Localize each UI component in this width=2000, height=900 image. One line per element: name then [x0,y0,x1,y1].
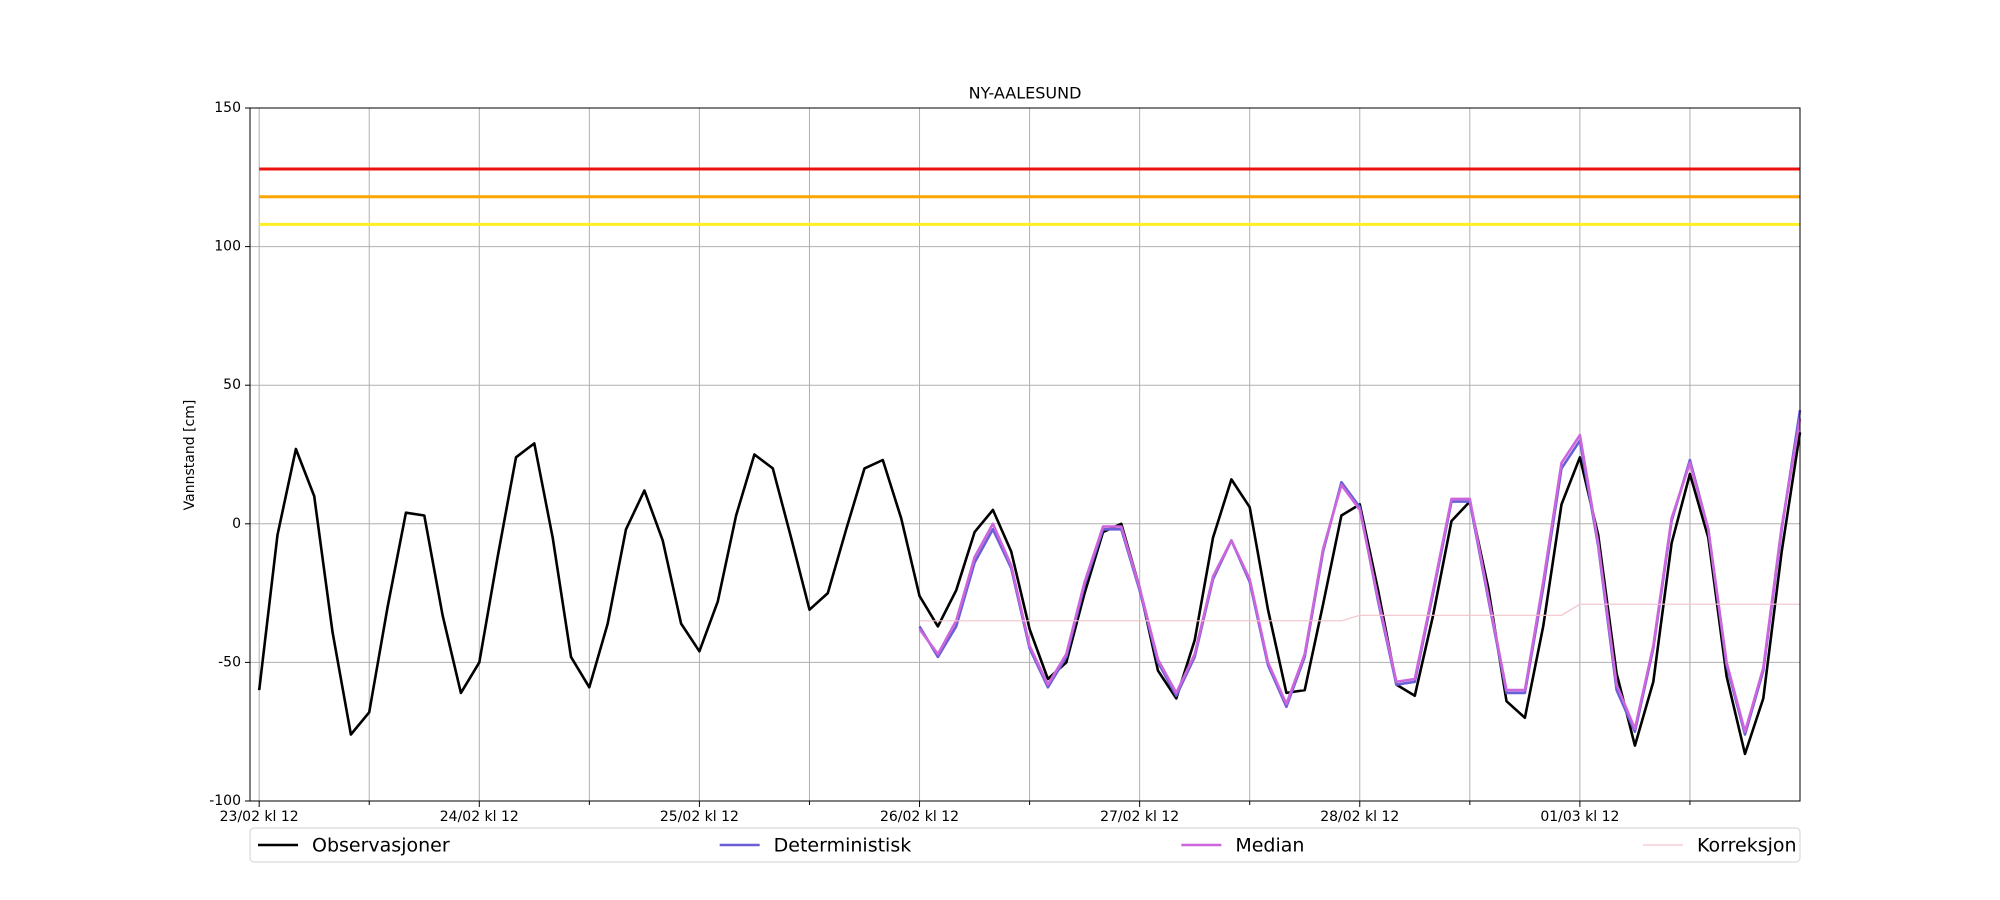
legend-text: Deterministisk [774,835,912,857]
y-axis-label: Vannstand [cm] [182,400,198,511]
series-line [918,418,1802,733]
y-tick-label: -50 [218,654,241,670]
y-tick-label: 0 [232,516,241,532]
x-tick-label: 28/02 kl 12 [1320,809,1399,825]
y-tick-label: -100 [209,793,241,809]
legend-text: Observasjoner [312,835,450,857]
legend-box [249,827,1801,863]
x-tick-label: 01/03 kl 12 [1540,809,1619,825]
x-tick-label: 23/02 kl 12 [220,809,299,825]
series-line [257,432,1802,756]
x-tick-label: 25/02 kl 12 [660,809,739,825]
x-tick-label: 24/02 kl 12 [440,809,519,825]
x-tick-label: 27/02 kl 12 [1100,809,1179,825]
legend-text: Korreksjon [1697,835,1797,857]
x-tick-label: 26/02 kl 12 [880,809,959,825]
legend-text: Median [1235,835,1304,857]
chart-title: NY-AALESUND [969,84,1082,103]
y-tick-label: 150 [214,100,241,116]
y-tick-label: 100 [214,239,241,255]
series-line [919,603,1800,622]
plot-frame [249,107,1801,802]
y-tick-label: 50 [223,377,241,393]
